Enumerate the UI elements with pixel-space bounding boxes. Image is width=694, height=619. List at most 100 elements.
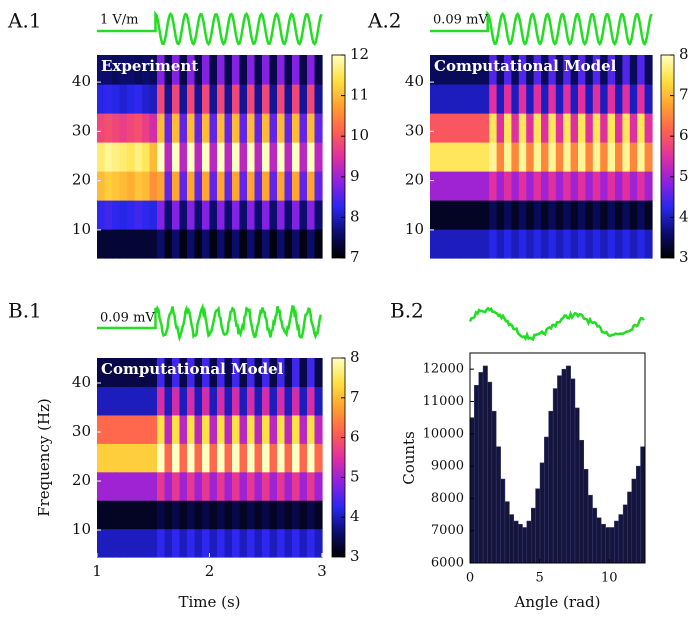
heatmap-cell [254, 113, 263, 143]
heatmap-cell [247, 471, 256, 501]
heatmap-cell [179, 55, 188, 85]
heatmap-cell [149, 229, 158, 259]
heatmap-cell [592, 55, 601, 85]
heatmap-cell [134, 171, 143, 201]
histogram-bar [509, 514, 514, 564]
heatmap-cell [247, 113, 256, 143]
heatmap-cell [644, 171, 653, 201]
heatmap-cell [607, 142, 616, 172]
heatmap-cell [239, 443, 248, 473]
heatmap-cell [164, 229, 173, 259]
heatmap-cell [97, 414, 106, 444]
heatmap-cell [142, 84, 151, 114]
heatmap-cell [187, 386, 196, 416]
heatmap-cell [637, 113, 646, 143]
heatmap-cell [247, 414, 256, 444]
heatmap-cell [430, 171, 438, 201]
heatmap-cell [97, 142, 106, 172]
heatmap-cell [104, 471, 113, 501]
heatmap-cell [97, 386, 106, 416]
heatmap-cell [444, 229, 453, 259]
heatmap-cell [97, 171, 106, 201]
heatmap-cell [232, 500, 241, 530]
heatmap-cell [224, 171, 233, 201]
x-tick-label: 1 [92, 562, 102, 580]
heatmap-cell [585, 171, 594, 201]
heatmap-cell [194, 386, 203, 416]
heatmap-cell [541, 200, 549, 230]
colorbar-tick-label: 9 [350, 167, 360, 185]
heatmap-cell [277, 471, 286, 501]
y-tick-label: 11000 [423, 394, 464, 409]
y-tick-label: 8000 [431, 491, 464, 506]
heatmap-cell [217, 113, 226, 143]
heatmap-cell [239, 142, 248, 172]
panel-title: Computational Model [101, 360, 284, 378]
heatmap-cell [164, 55, 173, 85]
heatmap-cell [97, 471, 106, 501]
heatmap-cell [307, 443, 316, 473]
heatmap-cell [157, 171, 166, 201]
histogram-bar [531, 507, 536, 564]
heatmap-cell [269, 55, 278, 85]
heatmap-cell [277, 528, 286, 558]
heatmap-cell [644, 229, 653, 259]
heatmap-cell [142, 528, 151, 558]
heatmap-cell [254, 55, 263, 85]
heatmap-cell [194, 471, 203, 501]
heatmap-cell [563, 55, 572, 85]
heatmap-cell [112, 142, 121, 172]
heatmap-cell [149, 386, 158, 416]
heatmap-cell [437, 200, 446, 230]
heatmap-cell [127, 471, 136, 501]
x-tick-label: 5 [535, 571, 543, 586]
heatmap-cell [202, 84, 211, 114]
heatmap-cell [277, 414, 286, 444]
histogram-bar [609, 527, 615, 564]
heatmap-cell [526, 171, 535, 201]
histogram-bar [517, 523, 523, 564]
heatmap-cell [314, 528, 323, 558]
heatmap-cell [149, 500, 158, 530]
heatmap-cell [104, 528, 113, 558]
heatmap-cell [179, 414, 188, 444]
heatmap-cell [307, 358, 316, 388]
heatmap-cell [239, 229, 248, 259]
heatmap-cell [299, 358, 308, 388]
histogram-bar [570, 378, 576, 564]
heatmap-cell [254, 84, 263, 114]
heatmap-cell [239, 200, 248, 230]
colorbar-tick-label: 8 [350, 207, 360, 225]
heatmap-cell [307, 500, 316, 530]
y-axis-label: Frequency (Hz) [35, 398, 53, 517]
heatmap-cell [119, 528, 128, 558]
heatmap-cell [541, 171, 549, 201]
heatmap-cell [209, 229, 218, 259]
heatmap-cell [127, 55, 136, 85]
y-tick-label: 10 [405, 220, 424, 238]
heatmap-cell [622, 229, 631, 259]
heatmap-cell [134, 471, 143, 501]
heatmap-cell [254, 528, 263, 558]
heatmap-cell [555, 113, 564, 143]
heatmap-cell [224, 443, 233, 473]
heatmap-cell [518, 113, 527, 143]
colorbar-tick-label: 4 [679, 207, 689, 225]
heatmap-cell [496, 171, 505, 201]
heatmap-cell [97, 55, 106, 85]
heatmap-cell [533, 84, 542, 114]
heatmap-cell [127, 142, 136, 172]
heatmap-cell [164, 500, 173, 530]
heatmap-cell [615, 142, 623, 172]
colorbar-tick-label: 6 [350, 428, 360, 446]
heatmap-cell [202, 55, 211, 85]
heatmap-cell [615, 229, 623, 259]
heatmap-cell [232, 113, 241, 143]
heatmap-cell [474, 84, 483, 114]
heatmap-cell [119, 55, 128, 85]
heatmap-cell [578, 84, 586, 114]
histogram-bar [539, 462, 545, 564]
heatmap-cell [284, 358, 293, 388]
heatmap-cell [127, 84, 136, 114]
heatmap-cell [262, 84, 271, 114]
